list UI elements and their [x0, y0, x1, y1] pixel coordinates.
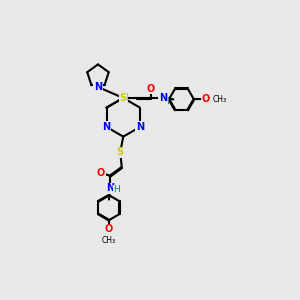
Text: N: N: [119, 93, 127, 103]
Text: CH₃: CH₃: [102, 236, 116, 245]
Text: O: O: [146, 84, 154, 94]
Text: O: O: [105, 224, 113, 234]
Text: N: N: [103, 122, 111, 132]
Text: O: O: [202, 94, 210, 104]
Text: H: H: [162, 97, 169, 106]
Text: N: N: [159, 93, 167, 103]
Text: N: N: [136, 122, 144, 132]
Text: N: N: [94, 82, 102, 92]
Text: S: S: [119, 93, 126, 103]
Text: CH₃: CH₃: [213, 95, 227, 104]
Text: H: H: [113, 185, 120, 194]
Text: N: N: [106, 183, 115, 193]
Text: O: O: [97, 168, 105, 178]
Text: S: S: [117, 147, 124, 157]
